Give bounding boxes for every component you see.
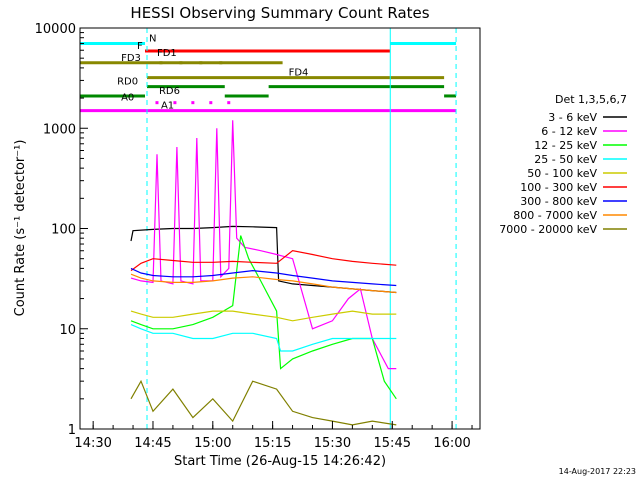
x-tick-label-3: 15:15 [254, 436, 291, 451]
flag-label-8: A1 [161, 101, 174, 112]
x-tick-label-1: 14:45 [134, 436, 171, 451]
legend-label-6: 300 - 800 keV [520, 195, 597, 208]
plot-frame [79, 27, 481, 430]
flag-label-0: N [149, 34, 156, 45]
series-line-8 [130, 379, 397, 426]
series-line-1 [130, 120, 397, 370]
vertical-markers [79, 28, 457, 429]
flag-label-3: FD3 [121, 53, 141, 64]
legend-title: Det 1,3,5,6,7 [555, 93, 627, 106]
x-axis-label: Start Time (26-Aug-15 14:26:42) [174, 454, 386, 469]
series-line-4 [130, 310, 397, 322]
x-tick-label-4: 15:30 [314, 436, 351, 451]
x-tick-label-2: 15:00 [194, 436, 231, 451]
y-tick-label-0: 1 [68, 423, 76, 438]
x-tick-label-0: 14:30 [74, 436, 111, 451]
legend-label-8: 7000 - 20000 keV [499, 223, 597, 236]
flag-label-4: FD4 [289, 68, 309, 79]
x-tick-label-6: 16:00 [433, 436, 470, 451]
flag-dot-7-4 [227, 101, 231, 105]
flag-dot-7-0 [155, 101, 159, 105]
y-tick-label-2: 100 [51, 223, 76, 238]
axis-ticks: 14:30 14:45 15:00 15:15 15:30 15:45 16:00 1 10 10… [35, 22, 473, 451]
observing-flags: NF FD1 FD3 FD4 RD0 RD6 A0 A1 [80, 34, 457, 113]
flag-dot-7-2 [191, 101, 195, 105]
flag-dot-7-3 [209, 101, 213, 105]
flag-dot-3-3 [219, 61, 223, 65]
series-line-3 [130, 324, 397, 352]
y-axis-label: Count Rate (s⁻¹ detector⁻¹) [13, 140, 28, 317]
flag-label-5: RD0 [117, 77, 138, 88]
series-line-5 [130, 250, 397, 272]
flag-dot-3-1 [179, 61, 183, 65]
legend-label-4: 50 - 100 keV [527, 167, 597, 180]
y-tick-label-4: 10000 [35, 22, 76, 37]
legend-label-3: 25 - 50 keV [534, 153, 597, 166]
series-line-6 [130, 267, 397, 287]
series-lines [130, 120, 397, 426]
legend-label-0: 3 - 6 keV [548, 111, 597, 124]
timestamp: 14-Aug-2017 22:23 [559, 467, 636, 476]
flag-label-6: RD6 [159, 86, 180, 97]
legend-label-5: 100 - 300 keV [520, 181, 597, 194]
legend-label-2: 12 - 25 keV [534, 139, 597, 152]
flag-label-1: F [137, 41, 143, 52]
flag-label-7: A0 [121, 93, 134, 104]
flag-dot-3-2 [199, 61, 203, 65]
series-line-7 [130, 273, 397, 294]
x-tick-label-5: 15:45 [374, 436, 411, 451]
legend-label-7: 800 - 7000 keV [513, 209, 597, 222]
legend-label-1: 6 - 12 keV [541, 125, 597, 138]
y-tick-label-1: 10 [59, 323, 76, 338]
y-tick-label-3: 1000 [43, 122, 76, 137]
flag-dot-3-0 [159, 61, 163, 65]
flag-dot-7-1 [173, 101, 177, 105]
flag-label-2: FD1 [157, 48, 177, 59]
chart-title: HESSI Observing Summary Count Rates [130, 4, 429, 22]
